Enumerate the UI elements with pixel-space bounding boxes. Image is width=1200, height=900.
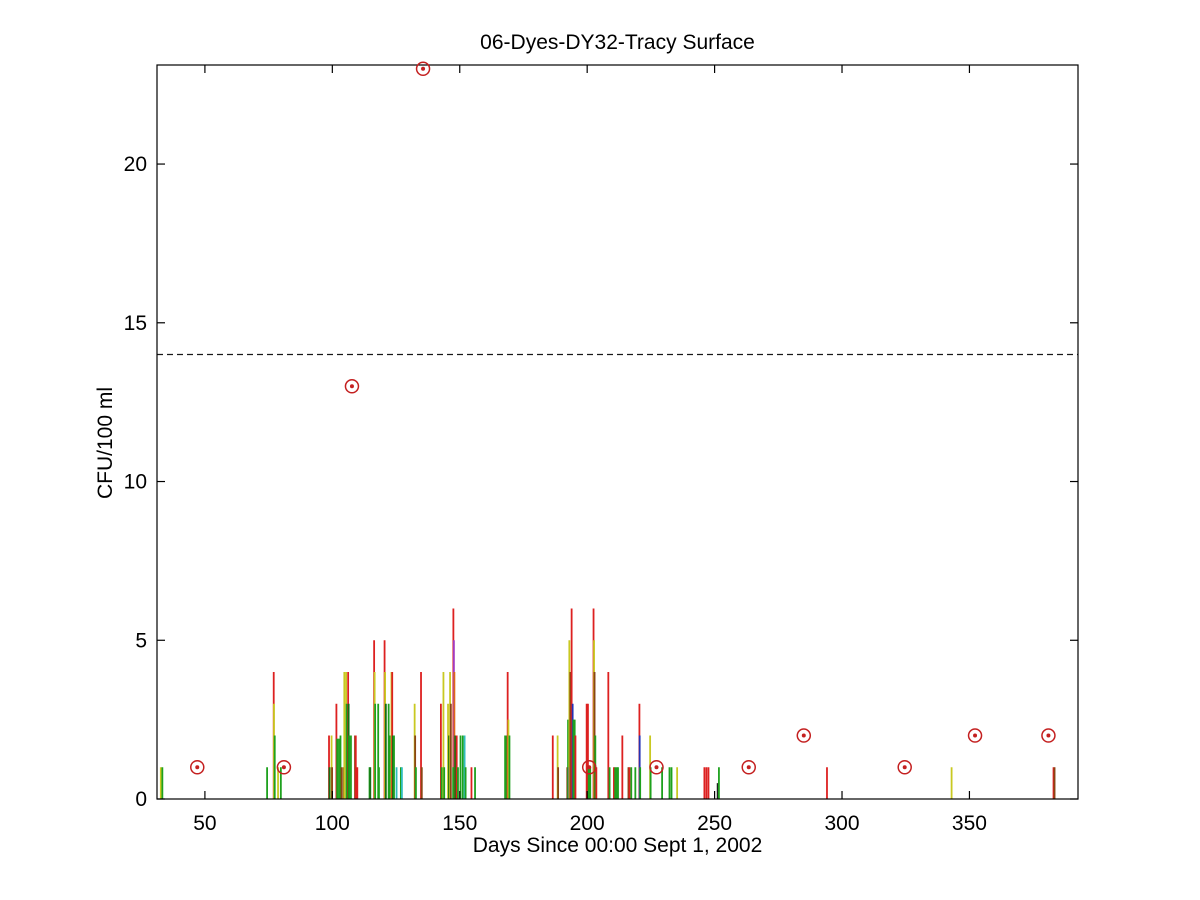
circled-marker (897, 760, 912, 775)
circled-marker (967, 728, 983, 743)
circled-marker (741, 760, 756, 775)
circled-marker-dot (746, 765, 751, 770)
x-tick-label: 100 (315, 812, 350, 835)
circled-marker (581, 760, 597, 775)
x-tick-label: 300 (824, 812, 859, 835)
circled-marker (415, 61, 431, 77)
circled-marker (1041, 728, 1056, 743)
circled-marker (276, 760, 292, 775)
circled-marker-dot (801, 733, 806, 738)
circled-marker-dot (1046, 733, 1051, 738)
circled-marker-dot (281, 765, 286, 770)
y-tick-label: 0 (135, 788, 147, 811)
circled-marker (796, 728, 812, 743)
circled-marker-dot (587, 765, 592, 770)
chart-title: 06-Dyes-DY32-Tracy Surface (480, 31, 755, 54)
x-tick-label: 250 (697, 812, 732, 835)
circled-marker-dot (421, 66, 426, 71)
axes-box (156, 64, 1079, 800)
circled-marker-dot (973, 733, 978, 738)
circled-marker-dot (195, 765, 200, 770)
circled-marker-dot (349, 384, 354, 389)
y-tick-label: 20 (124, 153, 147, 176)
circled-marker (190, 760, 205, 775)
x-tick-label: 350 (952, 812, 987, 835)
circled-marker (649, 760, 664, 775)
y-tick-label: 10 (124, 471, 147, 494)
x-tick-label: 200 (570, 812, 605, 835)
circled-marker (344, 379, 360, 394)
x-tick-label: 150 (442, 812, 477, 835)
y-tick-label: 5 (135, 629, 147, 652)
y-tick-label: 15 (124, 312, 147, 335)
circled-marker-dot (902, 765, 907, 770)
x-axis-label: Days Since 00:00 Sept 1, 2002 (472, 834, 763, 857)
y-axis-label: CFU/100 ml (94, 386, 117, 500)
x-tick-label: 50 (193, 812, 216, 835)
circled-marker-dot (654, 765, 659, 770)
